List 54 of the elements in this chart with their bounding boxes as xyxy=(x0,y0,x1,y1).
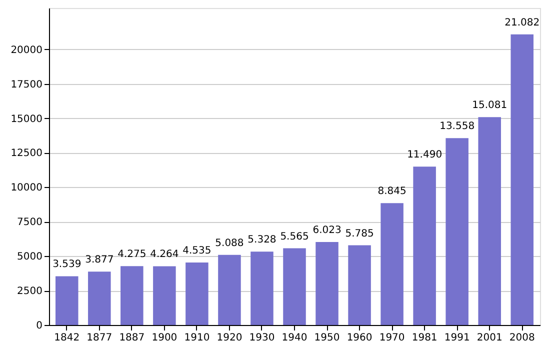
x-tick-label: 1887 xyxy=(119,332,145,344)
y-tick-label: 15000 xyxy=(10,114,42,125)
y-tick-label: 20000 xyxy=(10,44,42,56)
x-tick-label: 2008 xyxy=(509,332,535,344)
y-tick-label: 10000 xyxy=(10,182,42,194)
data-label: 15.081 xyxy=(472,100,508,112)
x-tick-label: 1910 xyxy=(184,332,210,344)
data-label: 11.490 xyxy=(407,150,442,161)
data-label: 4.275 xyxy=(118,249,146,260)
y-tick-label: 12500 xyxy=(10,148,42,160)
data-label: 5.088 xyxy=(215,238,244,249)
y-tick-label: 5000 xyxy=(17,252,42,263)
x-tick-label: 1900 xyxy=(152,332,178,344)
data-label: 5.565 xyxy=(280,231,309,242)
x-tick-label: 1930 xyxy=(249,332,275,344)
bar xyxy=(478,117,501,325)
x-tick-label: 1991 xyxy=(444,332,470,344)
x-tick-label: 1877 xyxy=(86,332,112,344)
data-label: 21.082 xyxy=(504,17,540,28)
x-tick-label: 1960 xyxy=(346,332,372,344)
bar xyxy=(316,242,338,325)
bar xyxy=(380,203,404,325)
x-tick-label: 1950 xyxy=(314,332,340,344)
data-label: 4.535 xyxy=(182,245,212,256)
bar xyxy=(446,138,468,325)
data-label: 3.539 xyxy=(52,259,82,270)
data-label: 6.023 xyxy=(312,224,342,236)
bar xyxy=(283,248,306,325)
bar xyxy=(218,254,241,325)
bar xyxy=(120,266,144,325)
x-tick-label: 1842 xyxy=(54,332,80,344)
x-tick-label: 2001 xyxy=(476,332,502,344)
y-tick-label: 0 xyxy=(36,320,42,332)
y-tick-label: 7500 xyxy=(17,217,42,228)
bar xyxy=(186,262,208,325)
bar xyxy=(153,266,176,325)
x-tick-label: 1981 xyxy=(412,332,438,344)
data-label: 5.785 xyxy=(345,228,374,240)
x-tick-label: 1940 xyxy=(282,332,308,344)
bar xyxy=(348,245,371,325)
x-tick-label: 1920 xyxy=(216,332,242,344)
x-tick-label: 1970 xyxy=(379,332,405,344)
data-label: 5.328 xyxy=(248,234,276,246)
y-tick-label: 2500 xyxy=(17,286,42,298)
bar xyxy=(88,272,111,325)
y-tick-label: 17500 xyxy=(10,79,42,90)
data-label: 3.877 xyxy=(85,254,114,266)
data-label: 4.264 xyxy=(150,249,179,260)
bar xyxy=(510,34,534,325)
bar xyxy=(413,166,436,325)
bar xyxy=(56,276,78,325)
data-label: 13.558 xyxy=(440,121,475,132)
data-label: 8.845 xyxy=(378,186,406,198)
bar xyxy=(250,252,274,325)
